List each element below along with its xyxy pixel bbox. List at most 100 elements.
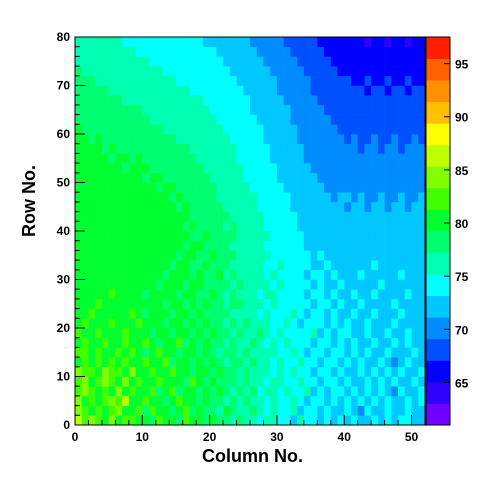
- heatmap-cell: [283, 37, 291, 47]
- colorbar-swatch: [426, 187, 450, 210]
- heatmap-cell: [216, 221, 224, 232]
- heatmap-cell: [364, 366, 372, 377]
- heatmap-cell: [250, 201, 258, 212]
- heatmap-cell: [283, 95, 291, 106]
- heatmap-cell: [364, 240, 372, 251]
- heatmap-cell: [182, 134, 190, 144]
- heatmap-cell: [283, 211, 291, 222]
- heatmap-cell: [283, 114, 291, 125]
- heatmap-cell: [115, 143, 123, 154]
- heatmap-cell: [391, 250, 399, 261]
- heatmap-cell: [81, 337, 89, 348]
- heatmap-cell: [297, 66, 305, 77]
- heatmap-cell: [122, 328, 130, 338]
- heatmap-cell: [88, 318, 96, 329]
- heatmap-cell: [377, 201, 385, 212]
- heatmap-cell: [229, 337, 237, 348]
- heatmap-cell: [276, 37, 284, 47]
- heatmap-cell: [391, 279, 399, 290]
- heatmap-cell: [88, 260, 96, 271]
- heatmap-cell: [81, 405, 89, 416]
- heatmap-cell: [283, 240, 291, 251]
- heatmap-cell: [297, 37, 305, 47]
- heatmap-cell: [95, 221, 103, 232]
- heatmap-cell: [371, 163, 379, 174]
- heatmap-cell: [202, 114, 210, 125]
- heatmap-cell: [75, 250, 83, 261]
- heatmap-cell: [236, 405, 244, 416]
- heatmap-cell: [398, 56, 406, 67]
- heatmap-cell: [101, 318, 109, 329]
- heatmap-cell: [162, 250, 170, 261]
- heatmap-cell: [404, 231, 412, 241]
- heatmap-cell: [297, 153, 305, 164]
- heatmap-cell: [330, 114, 338, 125]
- heatmap-cell: [169, 95, 177, 106]
- heatmap-cell: [202, 318, 210, 329]
- heatmap-cell: [283, 56, 291, 67]
- heatmap-cell: [162, 231, 170, 241]
- heatmap-cell: [404, 172, 412, 183]
- heatmap-cell: [310, 56, 318, 67]
- heatmap-cell: [108, 231, 116, 241]
- heatmap-cell: [350, 46, 358, 57]
- heatmap-cell: [108, 143, 116, 154]
- heatmap-cell: [290, 192, 298, 203]
- heatmap-cell: [122, 366, 130, 377]
- heatmap-cell: [209, 211, 217, 222]
- heatmap-cell: [310, 337, 318, 348]
- heatmap-cell: [189, 269, 197, 280]
- heatmap-cell: [142, 298, 150, 309]
- heatmap-cell: [75, 260, 83, 271]
- heatmap-cell: [108, 153, 116, 164]
- heatmap-cell: [75, 163, 83, 174]
- heatmap-cell: [81, 231, 89, 241]
- heatmap-cell: [196, 192, 204, 203]
- heatmap-cell: [189, 172, 197, 183]
- heatmap-cell: [350, 386, 358, 397]
- heatmap-cell: [196, 289, 204, 300]
- heatmap-cell: [357, 415, 365, 426]
- heatmap-cell: [418, 143, 426, 154]
- heatmap-cell: [411, 279, 419, 290]
- colorbar-tick-label: 85: [455, 164, 469, 178]
- heatmap-cell: [297, 298, 305, 309]
- heatmap-cell: [155, 386, 163, 397]
- heatmap-cell: [418, 308, 426, 319]
- heatmap-cell: [209, 337, 217, 348]
- heatmap-cell: [189, 337, 197, 348]
- heatmap-cell: [243, 357, 251, 368]
- heatmap-cell: [115, 75, 123, 86]
- heatmap-cell: [404, 37, 412, 47]
- heatmap-cell: [75, 172, 83, 183]
- heatmap-cell: [196, 85, 204, 96]
- heatmap-cell: [350, 172, 358, 183]
- heatmap-cell: [122, 114, 130, 125]
- heatmap-cell: [384, 386, 392, 397]
- heatmap-cell: [411, 104, 419, 115]
- heatmap-cell: [115, 337, 123, 348]
- heatmap-cell: [330, 366, 338, 377]
- heatmap-cell: [182, 415, 190, 426]
- heatmap-cell: [189, 114, 197, 125]
- heatmap-cell: [283, 357, 291, 368]
- heatmap-cell: [182, 337, 190, 348]
- heatmap-cell: [75, 366, 83, 377]
- heatmap-cell: [128, 211, 136, 222]
- heatmap-cell: [108, 308, 116, 319]
- heatmap-cell: [404, 75, 412, 86]
- heatmap-cell: [384, 269, 392, 280]
- heatmap-cell: [182, 75, 190, 86]
- heatmap-cell: [270, 46, 278, 57]
- heatmap-cell: [108, 415, 116, 426]
- heatmap-cell: [377, 415, 385, 426]
- heatmap-cell: [357, 75, 365, 86]
- heatmap-cell: [418, 153, 426, 164]
- heatmap-cell: [236, 376, 244, 387]
- heatmap-cell: [377, 260, 385, 271]
- heatmap-cell: [290, 231, 298, 241]
- heatmap-cell: [283, 318, 291, 329]
- heatmap-cell: [371, 134, 379, 144]
- heatmap-cell: [411, 95, 419, 106]
- heatmap-cell: [223, 298, 231, 309]
